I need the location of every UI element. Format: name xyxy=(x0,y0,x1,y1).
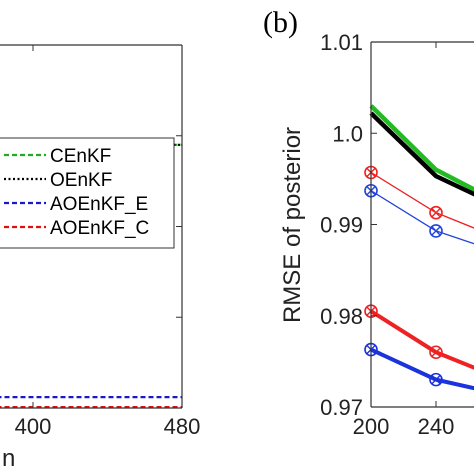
panel-label: (b) xyxy=(263,6,298,39)
right-series-line-4 xyxy=(369,309,474,370)
right-series-line-0 xyxy=(369,104,474,192)
left-xtick-label-1: 480 xyxy=(164,414,201,439)
left-legend: CEnKF OEnKF AOEnKF_E AOEnKF_C xyxy=(0,137,175,249)
right-series-group xyxy=(364,104,474,391)
right-ytick-label-2: 0.99 xyxy=(320,213,363,238)
right-axes xyxy=(370,41,474,408)
legend-label-0: CEnKF xyxy=(50,146,111,167)
right-ytick-label-1: 0.98 xyxy=(320,304,363,329)
right-series-line-1 xyxy=(369,111,474,197)
right-series-line-3 xyxy=(370,190,474,245)
right-marker-x2-4-1 xyxy=(431,347,441,357)
legend-box xyxy=(0,137,175,249)
left-panel: 400 480 n CEnKF OEnKF AOEnKF_E AOEnKF_C xyxy=(0,44,200,472)
right-marker-x2-5-1 xyxy=(431,374,441,385)
right-marker-3-1 xyxy=(429,224,443,238)
right-marker-2-1 xyxy=(429,205,443,220)
legend-label-3: AOEnKF_C xyxy=(50,218,149,239)
right-marker-4-1 xyxy=(429,345,443,360)
right-marker-x2-3-1 xyxy=(431,226,441,236)
left-xlabel-fragment: n xyxy=(2,445,15,472)
right-panel: (b) RMSE of posterior 0.97 0.98 0.99 1.0 1.0… xyxy=(263,6,474,439)
legend-label-1: OEnKF xyxy=(50,170,112,191)
left-xtick-label-0: 400 xyxy=(15,414,52,439)
right-xtick-label-1: 240 xyxy=(418,414,455,439)
right-ytick-label-3: 1.0 xyxy=(332,121,363,146)
legend-label-2: AOEnKF_E xyxy=(50,194,148,215)
right-xtick-label-0: 200 xyxy=(353,414,390,439)
right-ytick-label-4: 1.01 xyxy=(320,30,363,55)
right-ticks: 0.97 0.98 0.99 1.0 1.01 200 240 xyxy=(320,30,454,439)
right-marker-5-1 xyxy=(429,372,443,387)
right-marker-x2-2-1 xyxy=(431,207,441,218)
right-series-line-5 xyxy=(370,347,474,391)
right-ytick-label-0: 0.97 xyxy=(320,395,363,420)
left-ticks: 400 480 n xyxy=(2,45,200,472)
y-axis-label: RMSE of posterior xyxy=(279,127,306,323)
